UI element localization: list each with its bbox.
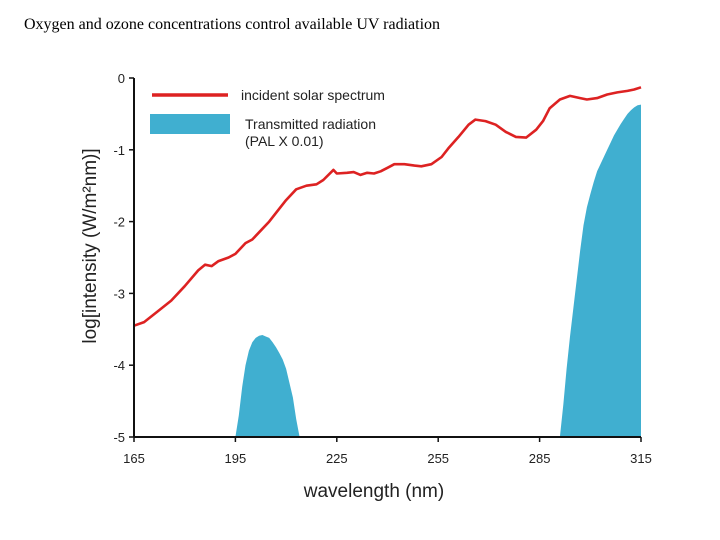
y-tick-label: -5 xyxy=(113,430,125,445)
tick-labels: 165 195 225 255 285 315 0 -1 -2 -3 -4 -5 xyxy=(113,71,651,466)
x-tick-label: 225 xyxy=(326,451,348,466)
slide-title: Oxygen and ozone concentrations control … xyxy=(24,16,441,33)
legend: incident solar spectrum Transmitted radi… xyxy=(150,87,385,149)
legend-label-transmitted-pal: (PAL X 0.01) xyxy=(245,133,324,149)
y-axis-label: log[intensity (W/m²nm)] xyxy=(80,148,101,343)
y-tick-label: -3 xyxy=(113,286,125,301)
x-tick-label: 255 xyxy=(427,451,449,466)
legend-area-swatch xyxy=(150,114,230,134)
legend-label-solar: incident solar spectrum xyxy=(241,87,385,103)
y-tick-label: -4 xyxy=(113,358,125,373)
x-tick-label: 285 xyxy=(529,451,551,466)
solar-spectrum-line xyxy=(133,86,642,327)
y-tick-label: 0 xyxy=(118,71,125,86)
x-tick-label: 165 xyxy=(123,451,145,466)
axes xyxy=(133,78,641,438)
x-axis-label: wavelength (nm) xyxy=(303,481,444,502)
solar-spectrum-layer xyxy=(133,86,642,327)
y-tick-label: -1 xyxy=(113,143,125,158)
y-tick-label: -2 xyxy=(113,215,125,230)
transmitted-area-layer xyxy=(235,104,641,437)
x-tick-label: 195 xyxy=(225,451,247,466)
transmitted-area-1 xyxy=(235,335,300,437)
x-tick-label: 315 xyxy=(630,451,652,466)
legend-label-transmitted: Transmitted radiation xyxy=(245,116,376,132)
transmitted-area-2 xyxy=(559,104,641,437)
